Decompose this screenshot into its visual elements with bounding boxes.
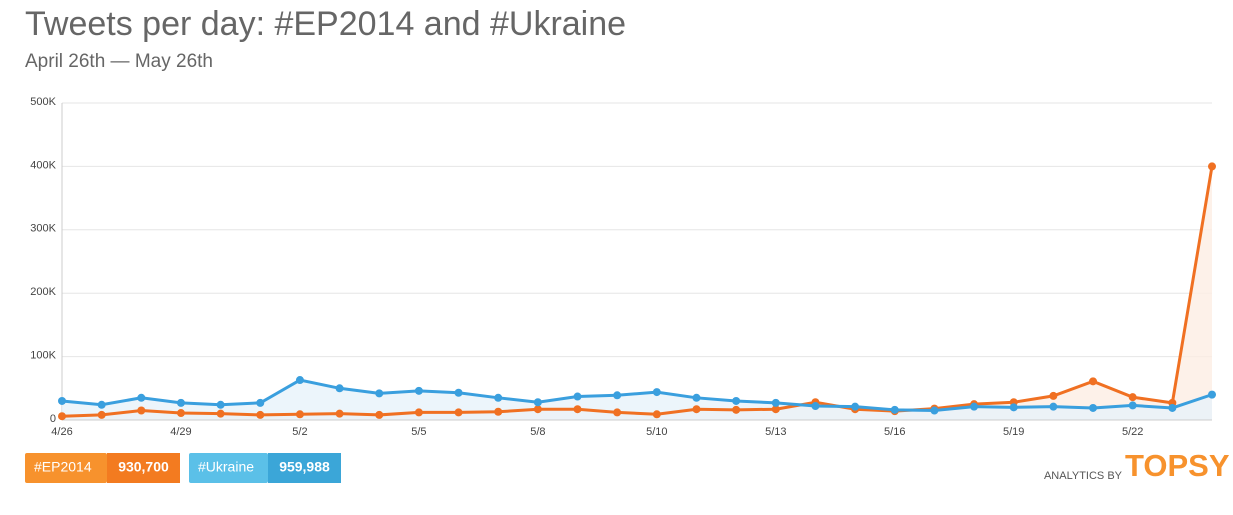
x-tick-label: 5/16 (884, 426, 905, 438)
data-point (295, 410, 304, 419)
x-tick-label: 5/22 (1122, 426, 1143, 438)
x-tick-label: 4/26 (51, 426, 72, 438)
data-point (454, 408, 463, 417)
data-point (1089, 403, 1098, 412)
chart-subtitle: April 26th — May 26th (25, 51, 213, 72)
x-tick-label: 5/2 (292, 426, 307, 438)
y-tick-label: 300K (30, 223, 56, 235)
data-point (1168, 403, 1177, 412)
series-line (61, 166, 1214, 418)
data-point (533, 398, 542, 407)
chart-title: Tweets per day: #EP2014 and #Ukraine (25, 5, 626, 43)
series-line (61, 378, 1213, 412)
data-point (256, 398, 265, 407)
data-point (970, 402, 979, 411)
data-point (137, 393, 146, 402)
data-point (771, 405, 780, 414)
y-tick-label: 0 (50, 413, 56, 425)
legend-total-box (107, 453, 180, 483)
data-point (176, 409, 185, 418)
data-point (1089, 377, 1098, 386)
x-tick-label: 5/8 (530, 426, 545, 438)
legend-total-box (268, 453, 341, 483)
x-tick-label: 5/10 (646, 426, 667, 438)
data-point (573, 392, 582, 401)
x-tick-label: 4/29 (170, 426, 191, 438)
y-tick-label: 100K (30, 350, 56, 362)
data-point (692, 405, 701, 414)
branding-prefix: ANALYTICS BY (1044, 470, 1123, 482)
data-point (573, 405, 582, 414)
y-tick-label: 500K (30, 96, 56, 108)
data-point (851, 402, 860, 411)
branding-logo: TOPSY (1125, 448, 1230, 483)
legend-label: #Ukraine (198, 459, 254, 475)
y-tick-label: 200K (30, 286, 56, 298)
data-point (58, 396, 66, 405)
data-point (1049, 402, 1058, 411)
data-point (494, 393, 503, 402)
data-point (930, 406, 939, 415)
data-point (890, 405, 899, 414)
data-point (414, 386, 423, 395)
data-point (375, 389, 384, 398)
data-point (414, 408, 423, 417)
series-area (62, 166, 1212, 420)
legend-box (189, 453, 268, 483)
data-point (732, 405, 741, 414)
legend-total: 959,988 (279, 459, 330, 475)
data-point (692, 393, 701, 402)
legend-box (25, 453, 107, 483)
data-point (613, 391, 622, 400)
x-tick-label: 5/5 (411, 426, 426, 438)
data-point (1049, 391, 1058, 400)
data-point (335, 409, 344, 418)
data-point (613, 408, 622, 417)
data-point (1128, 401, 1137, 410)
data-point (97, 410, 106, 419)
data-point (216, 409, 225, 418)
data-point (58, 412, 66, 421)
x-tick-label: 5/19 (1003, 426, 1024, 438)
data-point (494, 407, 503, 416)
data-point (652, 410, 661, 419)
data-point (375, 410, 384, 419)
data-point (295, 376, 304, 385)
data-point (533, 405, 542, 414)
data-point (1208, 390, 1216, 399)
data-point (771, 398, 780, 407)
y-tick-label: 400K (30, 159, 56, 171)
data-point (335, 384, 344, 393)
data-point (256, 410, 265, 419)
data-point (176, 398, 185, 407)
data-point (652, 388, 661, 397)
data-point (1128, 393, 1137, 402)
data-point (137, 406, 146, 415)
data-point (1009, 403, 1018, 412)
legend-total: 930,700 (118, 459, 169, 475)
legend-label: #EP2014 (34, 459, 92, 475)
data-point (811, 402, 820, 411)
data-point (1208, 162, 1216, 171)
x-tick-label: 5/13 (765, 426, 786, 438)
data-point (732, 396, 741, 405)
data-point (97, 400, 106, 409)
data-point (216, 400, 225, 409)
data-point (454, 388, 463, 397)
